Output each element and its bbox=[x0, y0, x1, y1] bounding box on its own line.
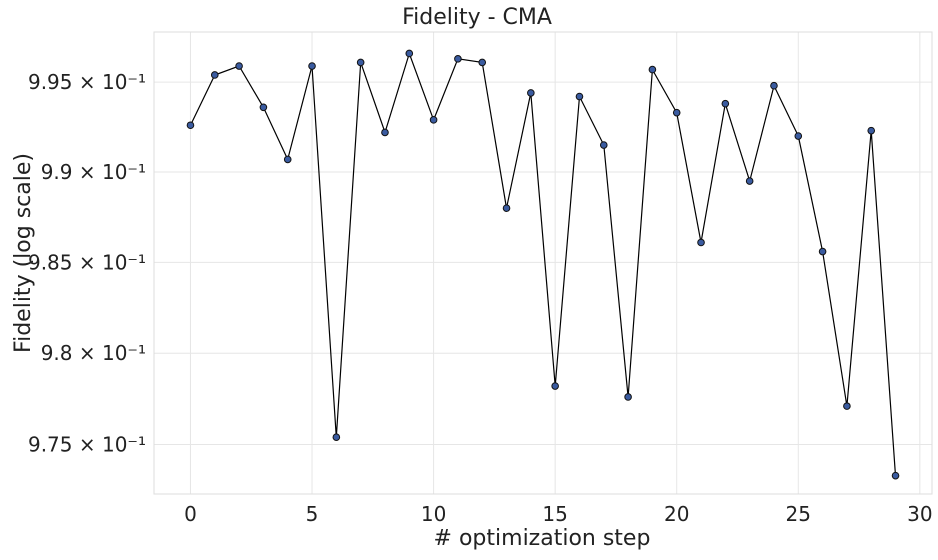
data-point bbox=[308, 62, 316, 70]
data-point bbox=[818, 247, 827, 256]
data-point bbox=[186, 121, 195, 130]
y-tick-label: 9.85 × 10⁻¹ bbox=[28, 250, 146, 274]
data-point bbox=[405, 49, 414, 58]
y-tick-label: 9.9 × 10⁻¹ bbox=[41, 160, 146, 184]
data-point bbox=[478, 58, 487, 67]
data-point bbox=[527, 89, 535, 97]
data-point bbox=[454, 55, 462, 63]
data-point bbox=[429, 116, 438, 124]
series-layer bbox=[186, 49, 900, 480]
data-point bbox=[381, 128, 389, 137]
data-point bbox=[745, 177, 754, 185]
series-line bbox=[189, 51, 897, 476]
data-point bbox=[721, 99, 730, 108]
data-point bbox=[599, 141, 608, 149]
data-point bbox=[356, 58, 365, 67]
chart-title: Fidelity - CMA bbox=[402, 5, 552, 30]
data-point bbox=[843, 402, 851, 410]
y-tick-label: 9.95 × 10⁻¹ bbox=[28, 70, 146, 94]
x-tick-label: 15 bbox=[542, 502, 567, 526]
data-point bbox=[259, 103, 268, 112]
data-point bbox=[648, 65, 657, 74]
data-point bbox=[283, 155, 292, 164]
data-point bbox=[891, 471, 900, 480]
x-axis-ticks: 0 5 10 15 20 25 30 bbox=[184, 502, 932, 526]
x-axis-label: # optimization step bbox=[434, 526, 651, 551]
x-tick-label: 5 bbox=[306, 502, 319, 526]
y-axis-label: Fidelity (log scale) bbox=[11, 153, 36, 353]
data-point bbox=[867, 126, 876, 135]
data-point bbox=[697, 238, 705, 247]
y-tick-label: 9.8 × 10⁻¹ bbox=[41, 341, 146, 365]
data-point bbox=[332, 433, 341, 441]
data-point bbox=[502, 204, 511, 212]
x-tick-label: 20 bbox=[664, 502, 689, 526]
data-point bbox=[575, 92, 584, 101]
data-point bbox=[624, 393, 632, 401]
data-point bbox=[672, 108, 681, 117]
data-point bbox=[770, 81, 778, 90]
grid-lines bbox=[154, 32, 932, 494]
data-point bbox=[794, 132, 803, 140]
y-tick-label: 9.75 × 10⁻¹ bbox=[28, 433, 146, 457]
x-tick-label: 30 bbox=[907, 502, 932, 526]
data-point bbox=[210, 71, 219, 79]
data-point bbox=[235, 62, 243, 70]
plot-frame bbox=[153, 31, 933, 495]
x-tick-label: 10 bbox=[421, 502, 446, 526]
data-point bbox=[551, 382, 559, 390]
x-tick-label: 25 bbox=[786, 502, 811, 526]
x-tick-label: 0 bbox=[184, 502, 197, 526]
y-axis-ticks: 9.95 × 10⁻¹ 9.9 × 10⁻¹ 9.85 × 10⁻¹ 9.8 × 10… bbox=[28, 70, 146, 456]
